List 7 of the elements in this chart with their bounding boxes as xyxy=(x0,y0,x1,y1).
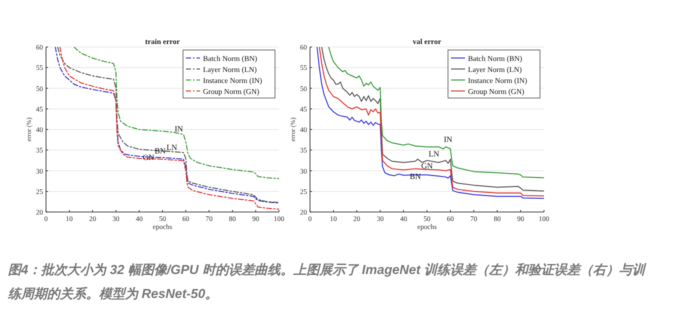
annotation: IN xyxy=(444,134,452,144)
annotation: GN xyxy=(421,161,433,170)
caption: 图4：批次大小为 32 幅图像/GPU 时的误差曲线。上图展示了 ImageNet 训练误差（左）和验证误差（右）与训练周期的关系。模型为 ResNet-50。 xyxy=(8,261,648,303)
annotation: IN xyxy=(174,124,184,134)
annotation: LN xyxy=(166,143,178,152)
line-series xyxy=(73,47,279,180)
annotation: LN xyxy=(428,149,440,158)
